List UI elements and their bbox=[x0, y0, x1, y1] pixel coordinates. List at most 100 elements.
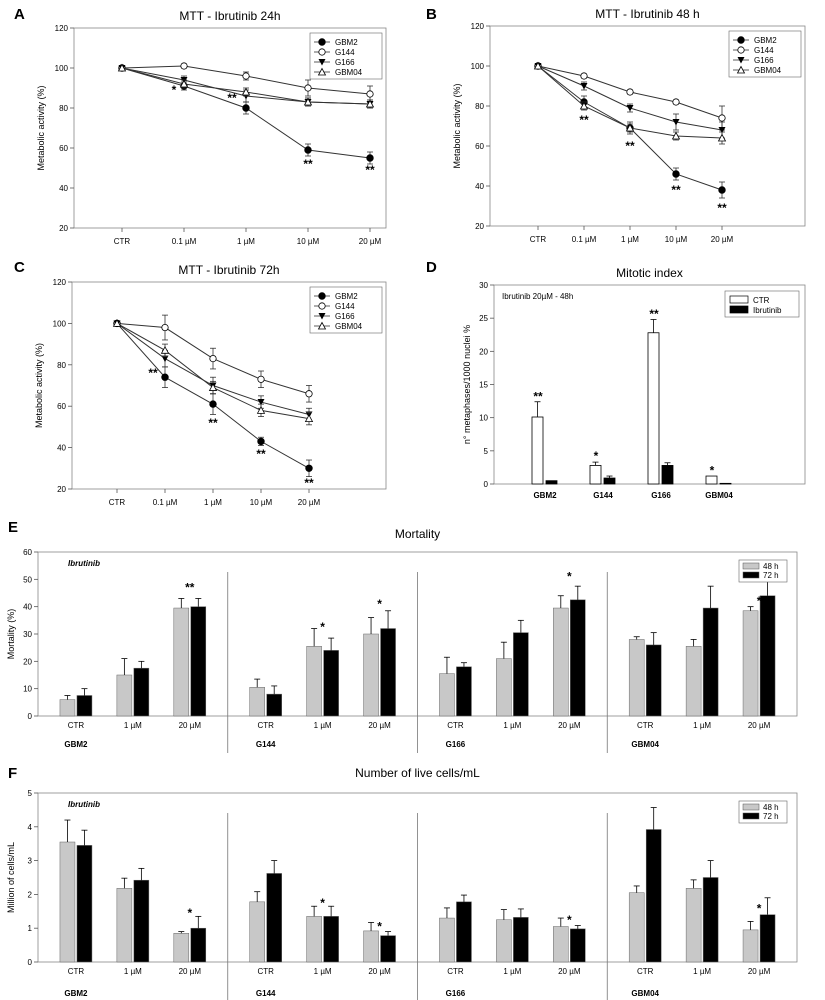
group-label: GBM2 bbox=[64, 989, 88, 998]
bar-gbm04-20-m-48-h bbox=[742, 610, 759, 717]
x-tick-label: 20 µM bbox=[558, 967, 581, 976]
panel-letter-a: A bbox=[14, 6, 25, 23]
bar-gbm2-ctr-48-h bbox=[59, 841, 76, 963]
x-tick-label: 20 µM bbox=[748, 967, 771, 976]
bar-ctr-g144 bbox=[589, 465, 602, 485]
y-tick-label: 40 bbox=[57, 444, 66, 453]
significance-mark: * bbox=[320, 620, 325, 634]
data-point-g144 bbox=[161, 323, 169, 332]
data-point-gbm2 bbox=[161, 373, 169, 381]
plot-frame bbox=[489, 25, 806, 227]
significance-mark: ** bbox=[671, 183, 681, 197]
x-tick-label: CTR bbox=[68, 721, 85, 730]
chart-title: MTT - Ibrutinib 24h bbox=[179, 9, 280, 23]
data-point-g166 bbox=[257, 399, 265, 406]
significance-mark: * bbox=[710, 464, 715, 478]
bar-g166-1-m-48-h bbox=[496, 919, 512, 963]
chart-title: Mortality bbox=[395, 527, 440, 541]
data-point-gbm04 bbox=[160, 345, 170, 354]
x-tick-label: 1 µM bbox=[621, 235, 639, 244]
bar-gbm04-1-m-48-h bbox=[685, 888, 702, 963]
data-point-gbm04 bbox=[533, 61, 543, 70]
significance-mark: ** bbox=[365, 163, 375, 177]
x-tick-label: 10 µM bbox=[665, 235, 688, 244]
bar-gbm04-20-m-72-h bbox=[759, 914, 776, 963]
legend-marker-gbm04 bbox=[317, 321, 327, 330]
bar-g166-ctr-72-h bbox=[456, 901, 472, 963]
significance-mark: ** bbox=[148, 366, 158, 380]
bar-g166-ctr-48-h bbox=[439, 673, 455, 717]
bar-ibrutinib-gbm2 bbox=[545, 480, 558, 485]
bar-gbm2-20-m-48-h bbox=[173, 933, 190, 963]
legend-label: CTR bbox=[753, 296, 770, 305]
legend-marker-gbm04 bbox=[317, 67, 327, 76]
x-tick-label: G144 bbox=[593, 491, 613, 500]
legend-swatch-72-h bbox=[742, 571, 760, 579]
y-axis-label: Metabolic activity (%) bbox=[36, 85, 46, 170]
bar-g144-1-m-72-h bbox=[323, 650, 339, 717]
data-point-g144 bbox=[180, 62, 188, 70]
chart-title: Mitotic index bbox=[616, 266, 683, 280]
y-tick-label: 50 bbox=[23, 575, 32, 584]
y-tick-label: 3 bbox=[28, 857, 33, 866]
bar-g166-20-m-72-h bbox=[570, 928, 586, 963]
data-point-gbm04 bbox=[112, 319, 122, 327]
chart-subtitle: Ibrutinib 20µM - 48h bbox=[502, 292, 573, 301]
legend-label: 48 h bbox=[763, 803, 779, 812]
x-tick-label: CTR bbox=[637, 967, 654, 976]
x-tick-label: 20 µM bbox=[368, 721, 391, 730]
significance-mark: ** bbox=[579, 113, 589, 127]
y-tick-label: 25 bbox=[479, 314, 488, 323]
bar-gbm2-1-m-48-h bbox=[116, 674, 133, 717]
legend-marker-g144 bbox=[737, 46, 745, 54]
x-tick-label: 20 µM bbox=[368, 967, 391, 976]
mtt-48h-chart: MTT - Ibrutinib 48 h 20 40 60 80 100 120 CTR 0.1… bbox=[452, 7, 806, 244]
x-tick-label: 0.1 µM bbox=[172, 237, 197, 246]
bar-gbm04-ctr-48-h bbox=[628, 639, 645, 717]
live-cells-chart: Number of live cells/mL Ibrutinib 0 1 2 3 4 5 Mi… bbox=[6, 766, 798, 1000]
bar-gbm2-1-m-72-h bbox=[133, 667, 150, 717]
bar-g144-20-m-48-h bbox=[363, 633, 379, 717]
mtt-24h-chart: MTT - Ibrutinib 24h 20 40 60 80 100 120 CTR 0.1 … bbox=[36, 9, 387, 246]
x-tick-label: 1 µM bbox=[124, 721, 142, 730]
bar-gbm2-ctr-72-h bbox=[76, 845, 93, 963]
bar-ctr-gbm2 bbox=[531, 416, 544, 485]
panel-letter-d: D bbox=[426, 259, 437, 276]
bar-g144-1-m-48-h bbox=[306, 646, 322, 717]
x-tick-label: CTR bbox=[530, 235, 547, 244]
bar-g144-ctr-72-h bbox=[266, 873, 282, 963]
x-tick-label: 1 µM bbox=[503, 721, 521, 730]
data-point-g144 bbox=[672, 98, 680, 106]
x-tick-label: GBM2 bbox=[533, 491, 557, 500]
legend-label: Ibrutinib bbox=[753, 306, 782, 315]
y-tick-label: 30 bbox=[23, 630, 32, 639]
plot-frame bbox=[73, 27, 387, 229]
y-tick-label: 80 bbox=[57, 361, 66, 370]
y-axis-label: Mortality (%) bbox=[6, 609, 16, 660]
panel-letter-c: C bbox=[14, 259, 25, 276]
x-tick-label: 20 µM bbox=[298, 498, 321, 507]
legend-label: G166 bbox=[754, 56, 774, 65]
mtt-72h-chart: MTT - Ibrutinib 72h 20 40 60 80 100 120 CTR 0.1 … bbox=[34, 263, 387, 507]
legend-label: GBM2 bbox=[335, 38, 358, 47]
bar-g144-1-m-72-h bbox=[323, 916, 339, 963]
chart-title: MTT - Ibrutinib 72h bbox=[178, 263, 279, 277]
x-tick-label: 1 µM bbox=[503, 967, 521, 976]
series-line-g166 bbox=[537, 65, 723, 131]
data-point-g166 bbox=[672, 119, 680, 126]
bar-gbm2-20-m-72-h bbox=[190, 606, 207, 717]
data-point-g144 bbox=[209, 354, 217, 363]
y-axis-label: n° metaphases/1000 nuclei % bbox=[462, 325, 472, 444]
y-tick-label: 0 bbox=[484, 480, 489, 489]
data-point-gbm2 bbox=[257, 437, 265, 446]
y-axis-label: Metabolic activity (%) bbox=[34, 343, 44, 428]
legend-label: G144 bbox=[335, 48, 355, 57]
x-tick-label: 0.1 µM bbox=[572, 235, 597, 244]
x-tick-label: 1 µM bbox=[237, 237, 255, 246]
group-label: GBM04 bbox=[631, 740, 659, 749]
x-tick-label: 1 µM bbox=[314, 967, 332, 976]
y-tick-label: 120 bbox=[471, 22, 485, 31]
legend-swatch-ctr bbox=[729, 295, 749, 304]
data-point-g144 bbox=[257, 375, 265, 383]
y-tick-label: 1 bbox=[28, 924, 33, 933]
